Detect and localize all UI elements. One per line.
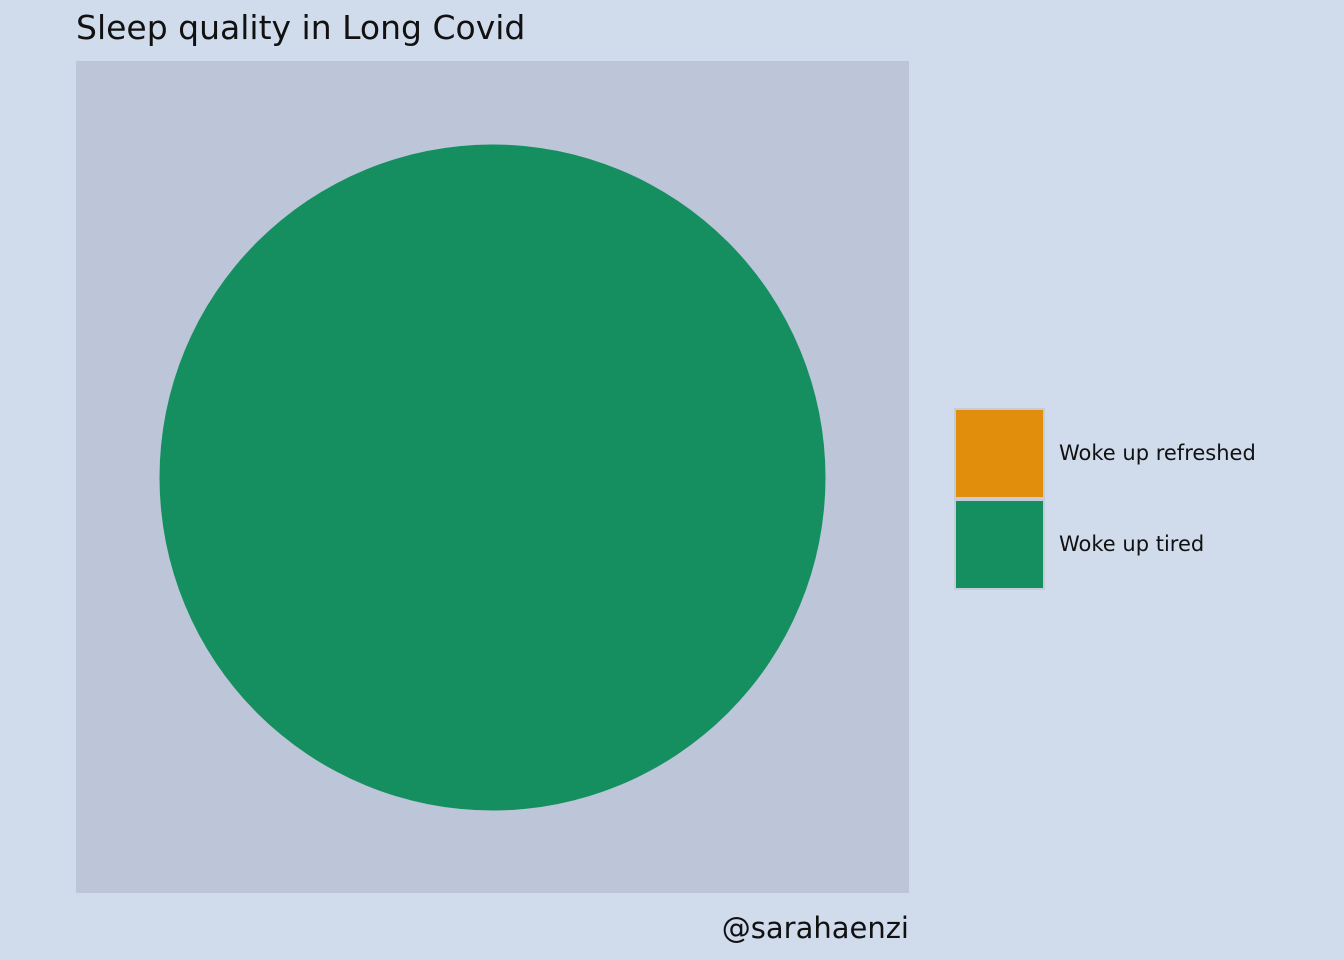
legend-key-tired [954,499,1045,590]
plot-panel [76,61,909,893]
legend-key-refreshed [954,408,1045,499]
legend-label-tired: Woke up tired [1059,532,1205,556]
pie-slice-woke-up-tired [159,144,826,811]
chart-title: Sleep quality in Long Covid [76,8,526,47]
legend-label-refreshed: Woke up refreshed [1059,441,1256,465]
chart-caption: @sarahaenzi [721,911,909,945]
pie-chart [159,144,826,811]
